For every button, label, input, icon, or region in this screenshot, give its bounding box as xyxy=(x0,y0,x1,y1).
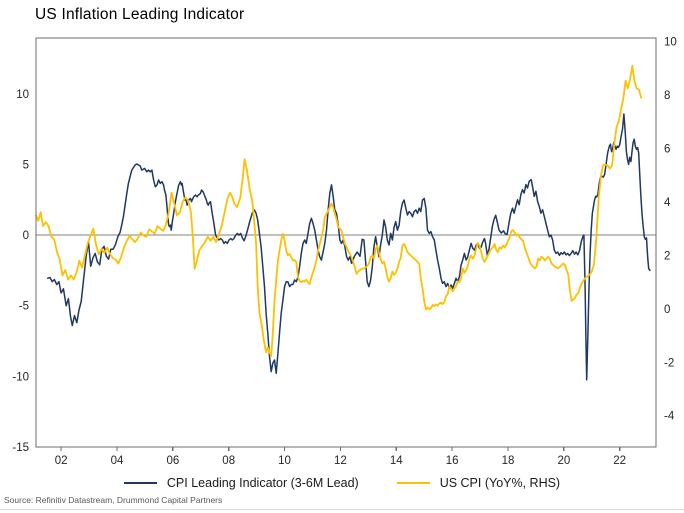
chart-legend: CPI Leading Indicator (3-6M Lead) US CPI … xyxy=(0,476,684,490)
svg-text:12: 12 xyxy=(334,455,347,467)
svg-text:14: 14 xyxy=(390,455,403,467)
legend-line-swatch xyxy=(123,482,157,484)
svg-text:10: 10 xyxy=(16,89,29,101)
legend-item: US CPI (YoY%, RHS) xyxy=(396,476,561,490)
svg-text:2: 2 xyxy=(664,250,670,262)
svg-text:-15: -15 xyxy=(12,442,29,454)
legend-label: US CPI (YoY%, RHS) xyxy=(439,476,561,490)
svg-text:6: 6 xyxy=(664,144,670,156)
legend-label: CPI Leading Indicator (3-6M Lead) xyxy=(166,476,359,490)
svg-text:10: 10 xyxy=(278,455,291,467)
svg-text:04: 04 xyxy=(111,455,124,467)
svg-text:20: 20 xyxy=(557,455,570,467)
svg-text:18: 18 xyxy=(502,455,515,467)
svg-text:0: 0 xyxy=(664,304,670,316)
svg-text:10: 10 xyxy=(664,37,677,49)
svg-text:4: 4 xyxy=(664,197,671,209)
source-text: Source: Refinitiv Datastream, Drummond C… xyxy=(4,495,223,505)
svg-text:-4: -4 xyxy=(664,411,675,423)
svg-text:02: 02 xyxy=(55,455,68,467)
svg-text:08: 08 xyxy=(222,455,235,467)
svg-text:-5: -5 xyxy=(19,301,29,313)
svg-text:06: 06 xyxy=(166,455,179,467)
bottom-divider xyxy=(0,509,684,510)
svg-text:-2: -2 xyxy=(664,357,674,369)
line-chart-plot: 02 04 06 08 10 12 14 16 18 20 221050-5-10-15108642… xyxy=(12,37,677,467)
svg-text:5: 5 xyxy=(23,159,29,171)
legend-item: CPI Leading Indicator (3-6M Lead) xyxy=(123,476,359,490)
svg-text:-10: -10 xyxy=(12,371,29,383)
svg-text:22: 22 xyxy=(613,455,626,467)
svg-text:8: 8 xyxy=(664,90,670,102)
svg-text:16: 16 xyxy=(446,455,459,467)
chart-title: US Inflation Leading Indicator xyxy=(35,6,245,23)
legend-line-swatch xyxy=(396,482,430,484)
svg-text:0: 0 xyxy=(23,230,29,242)
